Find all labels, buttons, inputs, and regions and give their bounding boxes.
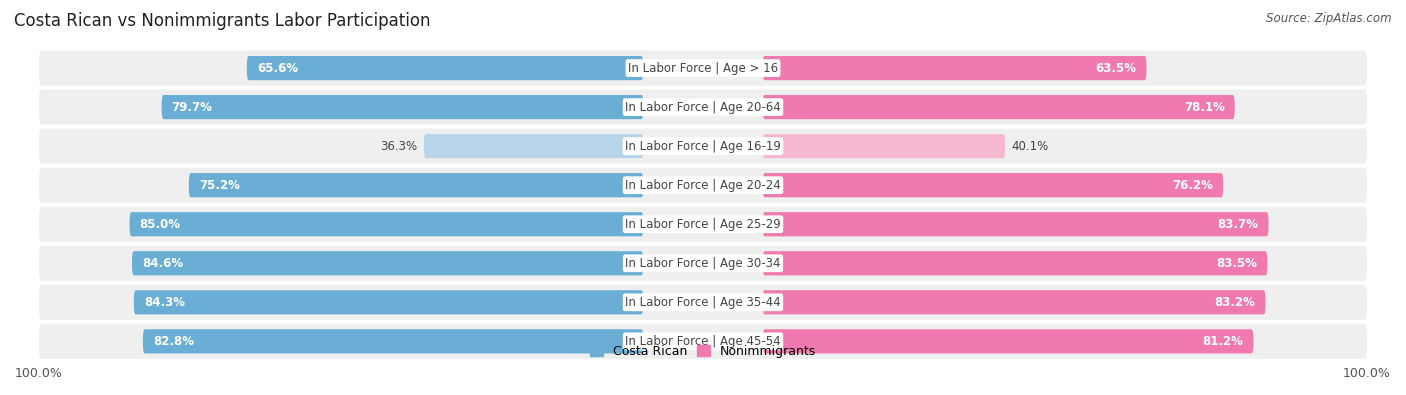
Text: In Labor Force | Age 30-34: In Labor Force | Age 30-34 <box>626 257 780 270</box>
FancyBboxPatch shape <box>143 329 643 354</box>
Text: In Labor Force | Age > 16: In Labor Force | Age > 16 <box>628 62 778 75</box>
Text: 76.2%: 76.2% <box>1173 179 1213 192</box>
Text: 82.8%: 82.8% <box>153 335 194 348</box>
FancyBboxPatch shape <box>162 95 643 119</box>
FancyBboxPatch shape <box>134 290 643 314</box>
FancyBboxPatch shape <box>39 324 1367 359</box>
Text: 81.2%: 81.2% <box>1202 335 1243 348</box>
Text: 83.5%: 83.5% <box>1216 257 1257 270</box>
FancyBboxPatch shape <box>763 251 1267 275</box>
Text: 36.3%: 36.3% <box>380 140 418 152</box>
Text: Source: ZipAtlas.com: Source: ZipAtlas.com <box>1267 12 1392 25</box>
FancyBboxPatch shape <box>39 246 1367 281</box>
Text: 79.7%: 79.7% <box>172 101 212 114</box>
Text: 40.1%: 40.1% <box>1012 140 1049 152</box>
Text: 83.2%: 83.2% <box>1215 296 1256 309</box>
FancyBboxPatch shape <box>763 212 1268 236</box>
FancyBboxPatch shape <box>763 290 1265 314</box>
Text: In Labor Force | Age 45-54: In Labor Force | Age 45-54 <box>626 335 780 348</box>
FancyBboxPatch shape <box>39 90 1367 125</box>
Text: 84.3%: 84.3% <box>143 296 184 309</box>
FancyBboxPatch shape <box>188 173 643 197</box>
Legend: Costa Rican, Nonimmigrants: Costa Rican, Nonimmigrants <box>585 340 821 363</box>
FancyBboxPatch shape <box>39 285 1367 320</box>
FancyBboxPatch shape <box>763 56 1146 80</box>
Text: 78.1%: 78.1% <box>1184 101 1225 114</box>
Text: 65.6%: 65.6% <box>257 62 298 75</box>
Text: In Labor Force | Age 16-19: In Labor Force | Age 16-19 <box>626 140 780 152</box>
Text: 63.5%: 63.5% <box>1095 62 1136 75</box>
Text: 83.7%: 83.7% <box>1218 218 1258 231</box>
Text: 85.0%: 85.0% <box>139 218 180 231</box>
Text: In Labor Force | Age 20-64: In Labor Force | Age 20-64 <box>626 101 780 114</box>
FancyBboxPatch shape <box>132 251 643 275</box>
Text: In Labor Force | Age 35-44: In Labor Force | Age 35-44 <box>626 296 780 309</box>
FancyBboxPatch shape <box>423 134 643 158</box>
FancyBboxPatch shape <box>763 329 1254 354</box>
Text: 75.2%: 75.2% <box>198 179 239 192</box>
FancyBboxPatch shape <box>247 56 643 80</box>
Text: In Labor Force | Age 25-29: In Labor Force | Age 25-29 <box>626 218 780 231</box>
Text: 84.6%: 84.6% <box>142 257 183 270</box>
FancyBboxPatch shape <box>763 95 1234 119</box>
FancyBboxPatch shape <box>39 129 1367 164</box>
FancyBboxPatch shape <box>763 173 1223 197</box>
Text: In Labor Force | Age 20-24: In Labor Force | Age 20-24 <box>626 179 780 192</box>
FancyBboxPatch shape <box>39 207 1367 242</box>
FancyBboxPatch shape <box>39 167 1367 203</box>
FancyBboxPatch shape <box>39 51 1367 86</box>
FancyBboxPatch shape <box>129 212 643 236</box>
FancyBboxPatch shape <box>763 134 1005 158</box>
Text: Costa Rican vs Nonimmigrants Labor Participation: Costa Rican vs Nonimmigrants Labor Parti… <box>14 12 430 30</box>
